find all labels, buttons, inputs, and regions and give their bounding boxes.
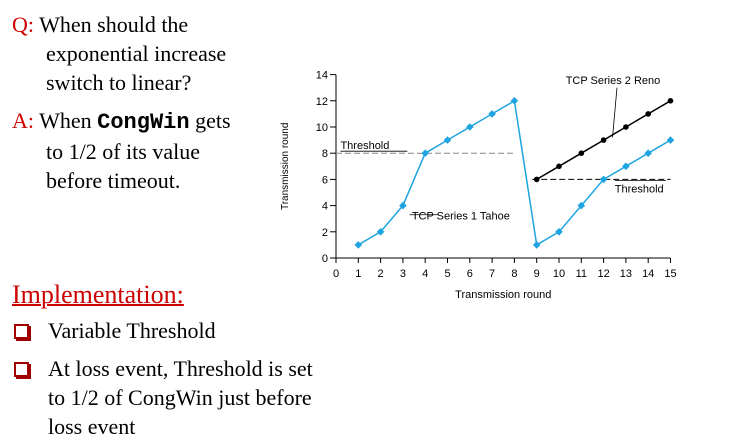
- y-tick-label: 2: [322, 227, 328, 239]
- x-tick-label: 12: [597, 268, 609, 280]
- series-tahoe: [354, 97, 675, 249]
- data-point: [443, 136, 452, 144]
- series-label: TCP Series 2 Reno: [566, 75, 661, 87]
- x-tick-label: 0: [333, 268, 339, 280]
- bullet-square-icon: [14, 362, 29, 377]
- x-tick-label: 9: [534, 268, 540, 280]
- data-point: [488, 110, 496, 118]
- y-tick-label: 14: [316, 70, 328, 82]
- data-point: [623, 124, 629, 130]
- threshold-label: Threshold: [615, 183, 664, 195]
- y-tick-label: 6: [322, 174, 328, 186]
- data-point: [599, 175, 608, 184]
- chart-labels: Transmission round Transmission round Thre…: [280, 75, 667, 301]
- answer-block: A: When CongWin gets to 1/2 of its value…: [12, 106, 274, 195]
- bullet-1-line-1: Variable Threshold: [48, 318, 216, 343]
- bullet-2-line-3: loss event: [48, 414, 136, 439]
- bullet-square-icon: [14, 324, 29, 339]
- answer-line-1-pre: When: [39, 108, 98, 133]
- data-point: [354, 241, 363, 249]
- x-tick-label: 14: [642, 268, 654, 280]
- data-point: [533, 176, 540, 183]
- data-point: [510, 97, 519, 105]
- y-tick-label: 8: [322, 148, 328, 160]
- threshold-lines: [336, 152, 671, 180]
- data-point: [644, 149, 652, 157]
- x-tick-label: 3: [400, 268, 406, 280]
- series-label: TCP Series 1 Tahoe: [412, 211, 510, 223]
- chart-series: [354, 97, 675, 249]
- data-point: [578, 150, 585, 156]
- series-line: [357, 99, 671, 247]
- answer-line-3: before timeout.: [46, 168, 181, 193]
- question-line-3: switch to linear?: [46, 70, 192, 95]
- question-label: Q:: [12, 12, 34, 37]
- y-axis-label: Transmission round: [280, 123, 291, 210]
- data-point: [421, 149, 429, 157]
- question-block: Q: When should the exponential increase …: [12, 10, 272, 97]
- x-tick-label: 13: [620, 268, 632, 280]
- data-point: [466, 123, 474, 131]
- y-tick-label: 0: [322, 253, 328, 265]
- data-point: [600, 137, 607, 143]
- data-point: [399, 201, 407, 210]
- data-point: [667, 98, 674, 104]
- threshold-label: Threshold: [340, 140, 389, 152]
- data-point: [645, 111, 651, 117]
- y-tick-label: 12: [316, 96, 328, 108]
- series-reno: [533, 98, 674, 183]
- x-tick-label: 1: [355, 268, 361, 280]
- x-tick-label: 8: [511, 268, 517, 280]
- data-point: [666, 136, 675, 144]
- x-tick-label: 5: [444, 268, 450, 280]
- implementation-heading: Implementation:: [12, 280, 184, 309]
- y-tick-label: 4: [322, 201, 328, 213]
- y-tick-label: 10: [316, 122, 328, 134]
- bullet-item-1: Variable Threshold: [14, 316, 216, 345]
- bullet-2-line-1: At loss event, Threshold is set: [48, 356, 313, 381]
- answer-line-1-post: gets: [189, 108, 231, 133]
- bullet-2-line-2: to 1/2 of CongWin just before: [48, 385, 312, 410]
- x-tick-label: 4: [422, 268, 428, 280]
- answer-label: A:: [12, 108, 34, 133]
- x-axis-label: Transmission round: [455, 289, 551, 301]
- x-tick-label: 2: [378, 268, 384, 280]
- data-point: [577, 201, 586, 210]
- series-label-leader: [612, 87, 618, 138]
- x-tick-label: 15: [664, 268, 676, 280]
- x-tick-label: 7: [489, 268, 495, 280]
- data-point: [532, 241, 541, 249]
- x-tick-label: 11: [576, 268, 587, 280]
- bullet-item-2: At loss event, Threshold is set to 1/2 o…: [14, 354, 313, 441]
- x-tick-label: 10: [553, 268, 565, 280]
- answer-code-congwin: CongWin: [97, 110, 190, 135]
- data-point: [556, 163, 562, 170]
- data-point: [555, 228, 563, 236]
- x-tick-label: 6: [467, 268, 473, 280]
- data-point: [622, 162, 630, 171]
- question-line-2: exponential increase: [46, 41, 227, 66]
- question-line-1: When should the: [39, 12, 189, 37]
- answer-line-2: to 1/2 of its value: [46, 139, 200, 164]
